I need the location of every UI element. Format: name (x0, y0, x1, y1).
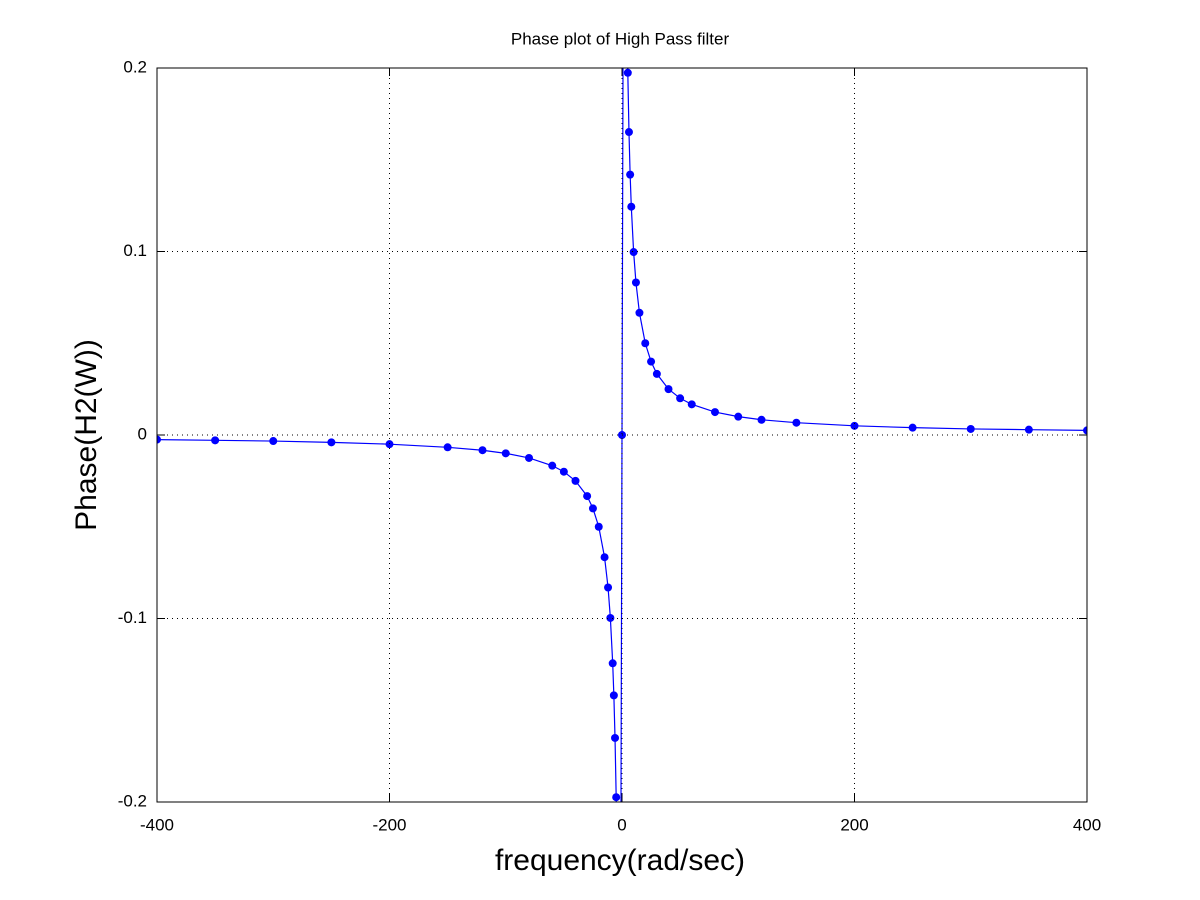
data-point (623, 68, 632, 77)
data-point (627, 202, 636, 211)
data-point (608, 659, 617, 668)
data-point (1024, 425, 1033, 434)
data-point (711, 408, 719, 417)
data-point (631, 278, 640, 287)
data-point (629, 248, 638, 257)
data-point (850, 421, 859, 430)
data-point (908, 423, 917, 432)
x-axis-label: frequency(rad/sec) (495, 844, 745, 877)
data-point (757, 415, 766, 424)
x-tick-label: -400 (140, 815, 174, 834)
y-axis-label: Phase(H2(W)) (70, 339, 103, 531)
data-point (385, 440, 394, 449)
data-point (664, 385, 673, 394)
data-point (624, 128, 633, 137)
y-tick-label: 0 (138, 424, 147, 443)
data-point (443, 443, 452, 452)
y-tick-label: 0.1 (123, 241, 147, 260)
data-point (647, 357, 656, 366)
data-point (157, 435, 161, 444)
data-point (687, 400, 696, 409)
x-tick-label: 0 (617, 815, 626, 834)
data-point (548, 461, 557, 470)
data-point (635, 308, 644, 317)
data-point (966, 424, 975, 433)
data-point (501, 449, 510, 458)
data-point (269, 437, 278, 446)
data-point (583, 492, 592, 501)
x-tick-label: -200 (372, 815, 406, 834)
data-point (211, 436, 220, 445)
data-point (611, 733, 620, 742)
data-point (1083, 426, 1087, 435)
data-point (626, 170, 635, 179)
data-point (734, 412, 743, 421)
data-point (327, 438, 336, 447)
data-point (609, 691, 618, 700)
y-tick-label: -0.1 (118, 608, 147, 627)
data-point (588, 504, 597, 513)
data-point (600, 553, 609, 562)
data-point (641, 339, 650, 348)
data-point (612, 793, 621, 802)
data-point (676, 394, 685, 403)
x-tick-label: 200 (840, 815, 868, 834)
data-point (594, 522, 603, 531)
data-point (571, 476, 580, 485)
data-point (559, 467, 568, 476)
x-tick-label: 400 (1073, 815, 1101, 834)
data-point (606, 613, 615, 622)
chart-title: Phase plot of High Pass filter (511, 29, 730, 48)
data-point (652, 369, 661, 378)
data-point (792, 418, 801, 427)
y-tick-label: -0.2 (118, 791, 147, 810)
data-point (478, 446, 487, 455)
y-tick-label: 0.2 (123, 57, 147, 76)
data-point (525, 453, 533, 462)
data-point (604, 583, 613, 592)
